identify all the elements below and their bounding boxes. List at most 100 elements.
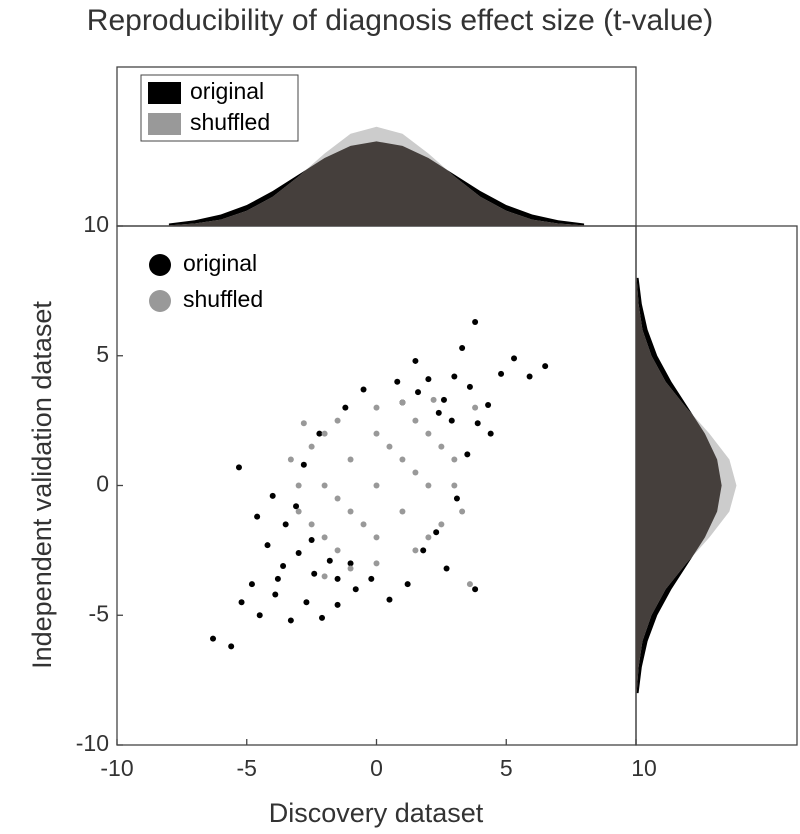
scatter-point <box>334 575 341 582</box>
scatter-point <box>347 560 354 567</box>
scatter-point <box>300 420 307 427</box>
scatter-point <box>254 513 261 520</box>
scatter-point <box>459 344 466 351</box>
legend-label: shuffled <box>183 286 263 312</box>
scatter-point <box>404 581 411 588</box>
scatter-point <box>334 495 341 502</box>
scatter-point <box>386 596 393 603</box>
x-tick-label: 5 <box>500 755 513 781</box>
x-axis-label: Discovery dataset <box>269 798 484 828</box>
scatter-point <box>526 373 533 380</box>
scatter-point <box>394 378 401 385</box>
legend-label: shuffled <box>190 109 270 135</box>
scatter-point <box>430 396 437 403</box>
scatter-point <box>373 430 380 437</box>
y-tick-label: -5 <box>89 600 109 626</box>
scatter-point <box>347 456 354 463</box>
density-overlap <box>168 141 585 226</box>
scatter-point <box>373 404 380 411</box>
legend-swatch <box>148 82 181 104</box>
scatter-point <box>498 370 505 377</box>
scatter-point <box>321 430 328 437</box>
y-axis-label: Independent validation dataset <box>27 301 57 669</box>
scatter-point <box>438 443 445 450</box>
y-tick-label: 10 <box>83 211 109 237</box>
y-tick-label: 5 <box>96 341 109 367</box>
scatter-point <box>274 575 281 582</box>
legend-label: original <box>190 78 264 104</box>
scatter-point <box>360 521 367 528</box>
scatter-point <box>466 581 473 588</box>
scatter-point <box>443 565 450 572</box>
scatter-point <box>342 404 349 411</box>
scatter-point <box>295 549 302 556</box>
scatter-point <box>386 443 393 450</box>
scatter-point <box>311 570 318 577</box>
scatter-point <box>308 536 315 543</box>
x-tick-label: 0 <box>370 755 383 781</box>
legend-marker <box>149 254 171 276</box>
scatter-point <box>412 547 419 554</box>
scatter-point <box>347 508 354 515</box>
scatter-point <box>316 430 323 437</box>
scatter-point <box>228 643 235 650</box>
scatter-point <box>511 355 518 362</box>
scatter-point <box>425 482 432 489</box>
scatter-point <box>542 363 549 370</box>
scatter-point <box>360 386 367 393</box>
scatter-point <box>420 547 427 554</box>
legend-label: original <box>183 250 257 276</box>
scatter-point <box>235 464 242 471</box>
scatter-point <box>295 508 302 515</box>
scatter-point <box>373 534 380 541</box>
scatter-point <box>412 417 419 424</box>
scatter-point <box>425 430 432 437</box>
scatter-point <box>326 557 333 564</box>
legend-swatch <box>148 113 181 135</box>
scatter-point <box>438 521 445 528</box>
scatter-point <box>287 617 294 624</box>
scatter-point <box>334 547 341 554</box>
scatter-point <box>300 461 307 468</box>
scatter-point <box>425 376 432 383</box>
scatter-point <box>435 409 442 416</box>
scatter-point <box>308 443 315 450</box>
scatter-point <box>334 417 341 424</box>
scatter-point <box>347 565 354 572</box>
scatter-point <box>321 482 328 489</box>
scatter-point <box>321 534 328 541</box>
scatter-point <box>280 562 287 569</box>
scatter-point <box>412 357 419 364</box>
scatter-point <box>433 529 440 536</box>
scatter-point <box>485 402 492 409</box>
x-tick-label: -10 <box>100 755 133 781</box>
scatter-point <box>303 599 310 606</box>
density-overlap <box>636 277 722 694</box>
scatter-point <box>464 451 471 458</box>
scatter-point <box>321 573 328 580</box>
scatter-point <box>295 482 302 489</box>
scatter-point <box>399 399 406 406</box>
scatter-point <box>319 614 326 621</box>
scatter-point <box>256 612 263 619</box>
scatter-point <box>264 542 271 549</box>
scatter-point <box>472 404 479 411</box>
scatter-point <box>487 430 494 437</box>
scatter-point <box>472 586 479 593</box>
scatter-point <box>472 319 479 326</box>
y-tick-label: -10 <box>76 730 109 756</box>
legend-marker <box>149 290 171 312</box>
chart-title: Reproducibility of diagnosis effect size… <box>87 4 713 37</box>
scatter-point <box>248 581 255 588</box>
scatter-point <box>459 508 466 515</box>
scatter-point <box>373 482 380 489</box>
scatter-point <box>272 591 279 598</box>
scatter-point <box>466 383 473 390</box>
scatter-point <box>282 521 289 528</box>
scatter-point <box>451 482 458 489</box>
y-tick-label: 0 <box>96 471 109 497</box>
scatter-point <box>368 575 375 582</box>
scatter-point <box>448 417 455 424</box>
scatter-point <box>412 469 419 476</box>
x-tick-label: 10 <box>631 755 657 781</box>
